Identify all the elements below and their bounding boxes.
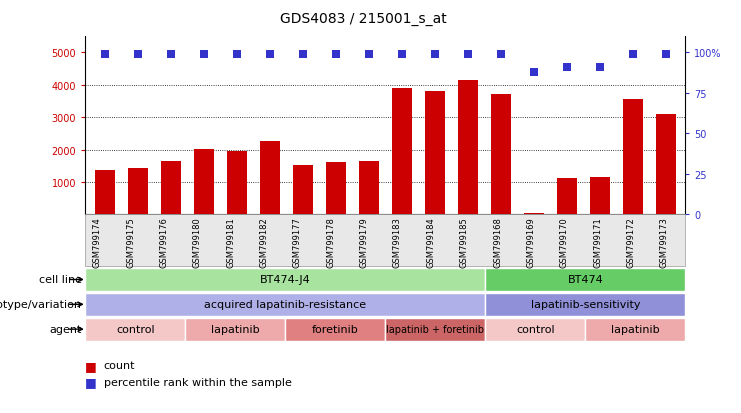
- Text: ■: ■: [85, 359, 97, 372]
- Text: GSM799170: GSM799170: [559, 217, 569, 268]
- Point: [462, 52, 473, 58]
- Text: GSM799179: GSM799179: [359, 217, 368, 268]
- Text: GSM799171: GSM799171: [593, 217, 602, 268]
- Bar: [656, 115, 676, 215]
- Bar: [458, 81, 478, 215]
- Point: [99, 52, 111, 58]
- Text: GSM799181: GSM799181: [226, 217, 236, 268]
- Text: lapatinib-sensitivity: lapatinib-sensitivity: [531, 299, 640, 310]
- Point: [528, 69, 539, 76]
- Point: [594, 64, 605, 71]
- Text: GSM799172: GSM799172: [626, 217, 636, 268]
- Text: GSM799168: GSM799168: [493, 217, 502, 268]
- Point: [363, 52, 375, 58]
- Text: lapatinib: lapatinib: [611, 324, 659, 335]
- Bar: [491, 94, 511, 215]
- Text: GSM799184: GSM799184: [426, 217, 436, 268]
- Point: [330, 52, 342, 58]
- Bar: [128, 169, 148, 215]
- Text: GSM799182: GSM799182: [259, 217, 268, 268]
- Text: agent: agent: [49, 324, 82, 335]
- Text: GSM799180: GSM799180: [193, 217, 202, 268]
- Point: [264, 52, 276, 58]
- Point: [165, 52, 177, 58]
- Bar: [425, 92, 445, 215]
- Text: genotype/variation: genotype/variation: [0, 299, 82, 310]
- Text: count: count: [104, 361, 136, 370]
- Bar: [524, 213, 544, 215]
- Text: BT474-J4: BT474-J4: [260, 275, 310, 285]
- Text: GSM799178: GSM799178: [326, 217, 335, 268]
- Text: lapatinib + foretinib: lapatinib + foretinib: [386, 324, 485, 335]
- Bar: [392, 89, 412, 215]
- Text: BT474: BT474: [568, 275, 603, 285]
- Text: GSM799183: GSM799183: [393, 217, 402, 268]
- Text: GDS4083 / 215001_s_at: GDS4083 / 215001_s_at: [279, 12, 447, 26]
- Bar: [194, 150, 214, 215]
- Bar: [260, 142, 280, 215]
- Bar: [161, 161, 181, 215]
- Point: [198, 52, 210, 58]
- Text: ■: ■: [85, 375, 97, 389]
- Text: GSM799169: GSM799169: [526, 217, 535, 268]
- Point: [231, 52, 243, 58]
- Bar: [359, 162, 379, 215]
- Bar: [293, 165, 313, 215]
- Point: [627, 52, 639, 58]
- Bar: [556, 178, 576, 215]
- Text: control: control: [516, 324, 555, 335]
- Bar: [95, 170, 115, 215]
- Text: GSM799185: GSM799185: [459, 217, 468, 268]
- Point: [297, 52, 309, 58]
- Text: GSM799174: GSM799174: [93, 217, 102, 268]
- Text: control: control: [116, 324, 155, 335]
- Text: foretinib: foretinib: [312, 324, 359, 335]
- Bar: [622, 100, 642, 215]
- Bar: [590, 178, 610, 215]
- Text: GSM799176: GSM799176: [159, 217, 169, 268]
- Bar: [227, 152, 247, 215]
- Point: [561, 64, 573, 71]
- Point: [429, 52, 441, 58]
- Text: GSM799173: GSM799173: [659, 217, 669, 268]
- Text: acquired lapatinib-resistance: acquired lapatinib-resistance: [205, 299, 366, 310]
- Text: percentile rank within the sample: percentile rank within the sample: [104, 377, 292, 387]
- Point: [132, 52, 144, 58]
- Point: [396, 52, 408, 58]
- Point: [659, 52, 671, 58]
- Point: [495, 52, 507, 58]
- Text: GSM799177: GSM799177: [293, 217, 302, 268]
- Bar: [326, 163, 346, 215]
- Text: GSM799175: GSM799175: [126, 217, 135, 268]
- Text: cell line: cell line: [39, 275, 82, 285]
- Text: lapatinib: lapatinib: [211, 324, 259, 335]
